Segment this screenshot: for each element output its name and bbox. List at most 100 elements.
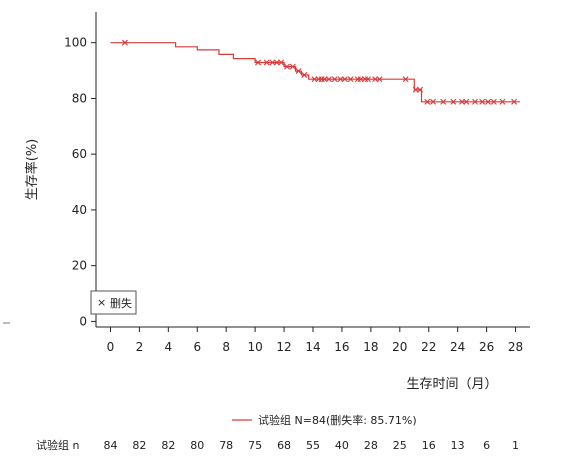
survival-curve [110,42,520,103]
censor-stroke [273,59,280,66]
censor-stroke [121,39,128,46]
risk-count: 1 [512,439,519,452]
censor-mark [295,68,302,75]
censor-stroke [331,76,338,83]
y-tick-label: 40 [72,203,87,217]
censor-stroke [376,76,383,83]
y-tick-label: 0 [79,314,87,328]
censor-marks [121,39,518,105]
y-axis-title: 生存率(%) [24,139,40,201]
censor-mark [412,86,419,93]
risk-count: 13 [451,439,465,452]
survival-step-line [110,42,520,103]
censor-stroke [357,76,364,83]
censor-stroke [402,76,409,83]
censor-mark [269,59,276,66]
censor-stroke [463,98,470,105]
censor-stroke [347,76,354,83]
censor-stroke [269,59,276,66]
censor-legend-box [90,290,137,315]
x-tick-label: 24 [450,340,465,354]
risk-count: 25 [393,439,407,452]
risk-count: 40 [335,439,349,452]
risk-count: 84 [103,439,117,452]
censor-mark [255,59,262,66]
risk-count: 6 [483,439,490,452]
censor-legend-symbol: × [97,296,106,309]
censor-mark [325,76,332,83]
risk-count: 55 [306,439,320,452]
x-tick-label: 4 [165,340,173,354]
censor-stroke [430,98,437,105]
x-tick-label: 10 [247,340,262,354]
risk-count: 82 [161,439,175,452]
censor-mark [463,98,470,105]
censor-stroke [412,86,419,93]
censor-stroke [341,76,348,83]
group-legend-label: 试验组 N=84(删失率: 85.71%) [258,413,417,427]
censor-mark [357,76,364,83]
censor-stroke [337,76,344,83]
censor-stroke [311,76,318,83]
risk-count: 80 [190,439,204,452]
censor-stroke [283,63,290,70]
censor-stroke [255,59,262,66]
x-tick-label: 14 [305,340,320,354]
censor-mark [450,98,457,105]
censor-mark [472,98,479,105]
risk-count: 82 [132,439,146,452]
censor-stroke [485,98,492,105]
censor-mark [278,59,285,66]
censor-stroke [472,98,479,105]
risk-table: 试验组 n 84 82 82 80 78 75 68 55 40 28 25 16 13 6 1 [36,438,519,452]
x-tick-label: 20 [392,340,407,354]
x-tick-label: 28 [508,340,523,354]
censor-stroke [450,98,457,105]
y-tick-label: 100 [64,36,87,50]
censor-mark [417,86,424,93]
censor-stroke [459,98,465,105]
censor-stroke [263,59,270,66]
risk-count: 75 [248,439,262,452]
censor-mark [121,39,128,46]
censor-mark [321,76,328,83]
censor-stroke [417,86,424,93]
censor-mark [341,76,348,83]
censor-legend: × 删失 [90,290,137,315]
censor-mark [364,76,371,83]
x-tick-label: 22 [421,340,436,354]
censor-stroke [325,76,332,83]
x-tick-label: 8 [222,340,230,354]
y-tick-label: 80 [72,91,87,105]
censor-mark [263,59,270,66]
censor-mark [459,98,465,105]
censor-mark [430,98,437,105]
y-tick-label: 20 [72,259,87,273]
censor-legend-label: 删失 [110,297,132,310]
censor-mark [485,98,492,105]
censor-stroke [321,76,328,83]
censor-mark [311,76,318,83]
censor-stroke [372,76,379,83]
censor-mark [347,76,354,83]
group-legend: 试验组 N=84(删失率: 85.71%) [232,413,417,427]
censor-mark [301,72,308,78]
x-tick-label: 18 [363,340,378,354]
censor-mark [424,98,431,105]
x-tick-label: 6 [193,340,201,354]
x-tick-label: 2 [136,340,144,354]
risk-count: 78 [219,439,233,452]
censor-stroke [511,98,518,105]
censor-stroke [289,63,296,70]
censor-mark [499,98,506,105]
censor-mark [402,76,409,83]
censor-stroke [301,72,308,78]
censor-mark [337,76,344,83]
x-axis-title: 生存时间（月） [406,377,497,392]
censor-stroke [424,98,431,105]
risk-table-label: 试验组 n [36,438,79,452]
